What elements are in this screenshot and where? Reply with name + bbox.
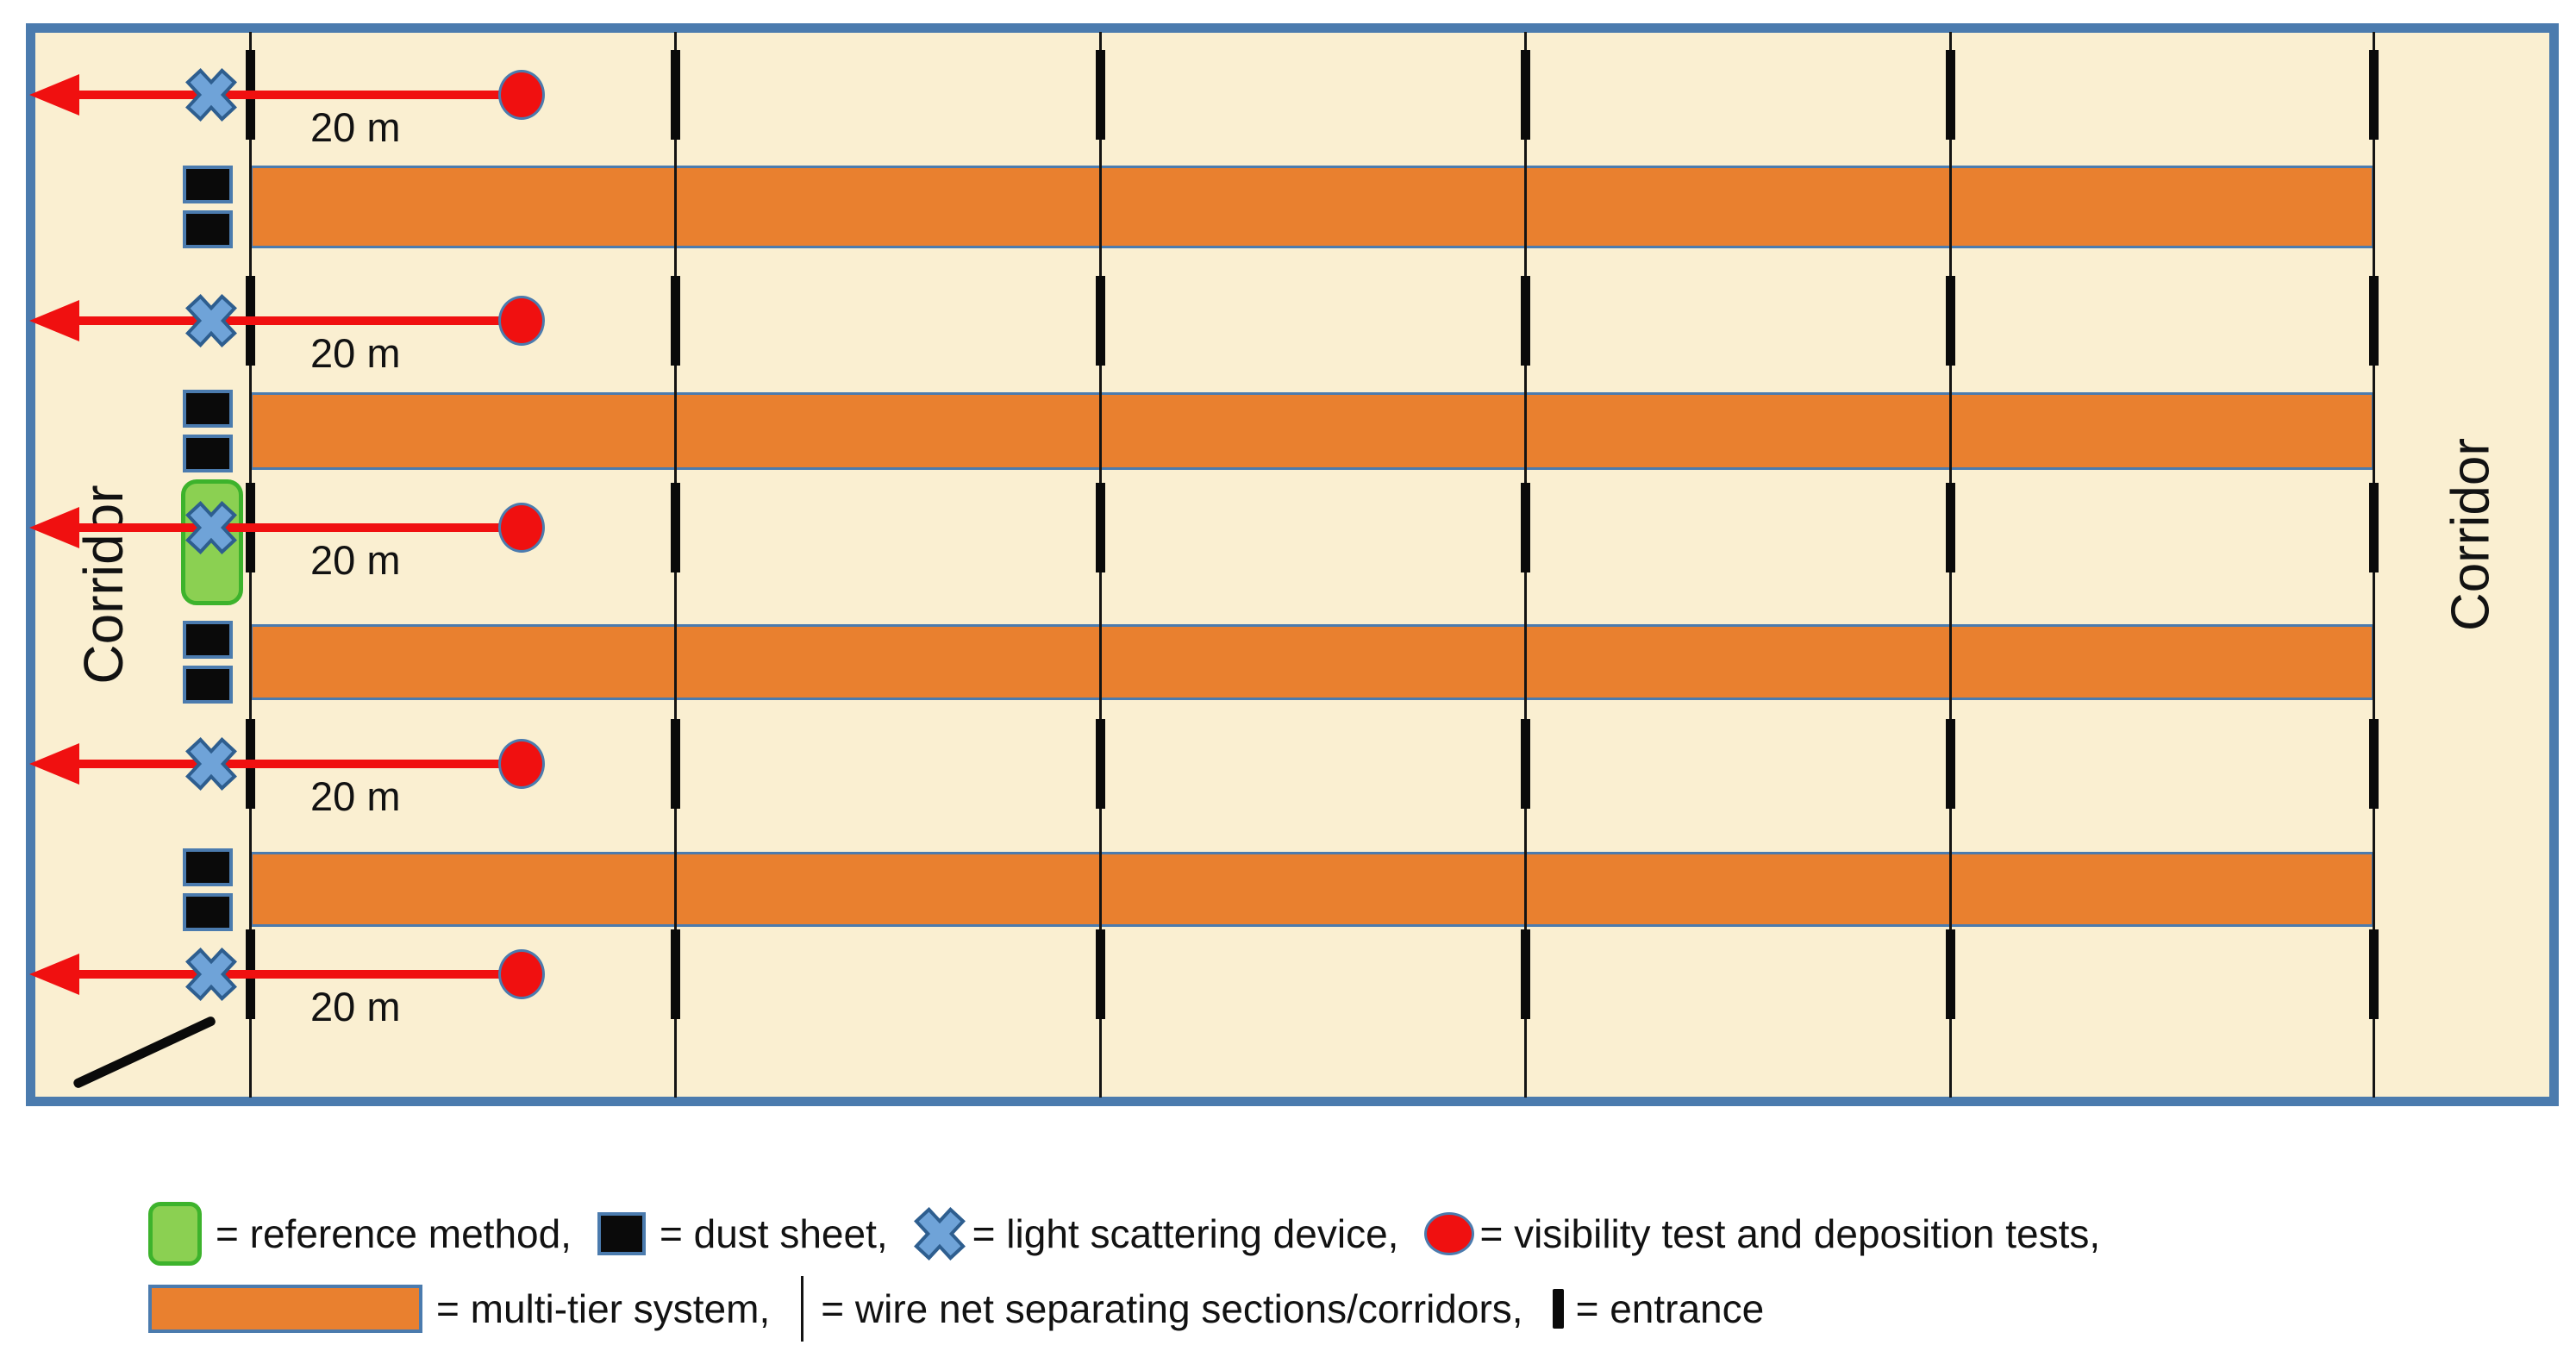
- measurement-arrow-head: [29, 300, 79, 341]
- visibility-test-marker: [498, 949, 545, 999]
- light-scattering-device-icon: [185, 294, 237, 347]
- measurement-arrow-line: [78, 91, 519, 99]
- entrance-mark: [2369, 719, 2379, 809]
- visibility-test-marker: [498, 70, 545, 120]
- dust-sheet: [183, 848, 233, 886]
- measurement-arrow-line: [78, 316, 519, 325]
- legend-row-2: = multi-tier system, = wire net separati…: [148, 1276, 2126, 1342]
- entrance-mark: [2369, 929, 2379, 1019]
- entrance-mark: [1946, 483, 1955, 572]
- visibility-test-marker: [498, 503, 545, 553]
- light-scattering-device-swatch-icon: [913, 1204, 966, 1263]
- visibility-test-swatch-icon: [1424, 1212, 1475, 1255]
- entrance-mark: [2369, 50, 2379, 140]
- entrance-mark: [671, 719, 680, 809]
- legend-label: = light scattering device,: [972, 1211, 1399, 1256]
- multi-tier-bar: [250, 392, 2374, 470]
- measurement-arrow-head: [29, 507, 79, 548]
- corridor-label-right: Corridor: [2441, 438, 2501, 631]
- corridor-label-left: Corridor: [72, 485, 134, 685]
- distance-label: 20 m: [310, 773, 401, 819]
- entrance-mark: [1096, 719, 1105, 809]
- dust-sheet-swatch-icon: [597, 1212, 646, 1255]
- distance-label: 20 m: [310, 104, 401, 150]
- entrance-mark: [1096, 483, 1105, 572]
- dust-sheet: [183, 435, 233, 472]
- measurement-arrow-head: [29, 743, 79, 785]
- entrance-swatch-icon: [1552, 1289, 1564, 1329]
- multi-tier-bar: [250, 852, 2374, 927]
- legend-label: = entrance: [1575, 1286, 1765, 1331]
- measurement-arrow-line: [78, 760, 519, 768]
- measurement-arrow-head: [29, 74, 79, 116]
- legend-row-1: = reference method, = dust sheet, = ligh…: [148, 1202, 2126, 1266]
- entrance-mark: [2369, 276, 2379, 366]
- distance-label: 20 m: [310, 537, 401, 583]
- entrance-mark: [671, 929, 680, 1019]
- multi-tier-system-swatch-icon: [148, 1285, 422, 1333]
- entrance-mark: [1521, 50, 1530, 140]
- legend-label: = multi-tier system,: [436, 1286, 771, 1331]
- entrance-mark: [671, 50, 680, 140]
- visibility-test-marker: [498, 739, 545, 789]
- entrance-mark: [1521, 483, 1530, 572]
- distance-label: 20 m: [310, 330, 401, 376]
- distance-label: 20 m: [310, 984, 401, 1029]
- dust-sheet: [183, 666, 233, 704]
- legend-label: = reference method,: [216, 1211, 572, 1256]
- dust-sheet: [183, 621, 233, 659]
- entrance-mark: [1096, 276, 1105, 366]
- light-scattering-device-icon: [185, 501, 237, 554]
- entrance-mark: [1946, 50, 1955, 140]
- dust-sheet: [183, 892, 233, 931]
- dust-sheet: [183, 166, 233, 203]
- legend-label: = wire net separating sections/corridors…: [821, 1286, 1523, 1331]
- entrance-mark: [671, 276, 680, 366]
- measurement-arrow-line: [78, 523, 519, 532]
- legend: = reference method, = dust sheet, = ligh…: [148, 1202, 2126, 1342]
- entrance-mark: [2369, 483, 2379, 572]
- entrance-mark: [1946, 719, 1955, 809]
- entrance-mark: [671, 483, 680, 572]
- legend-label: = visibility test and deposition tests,: [1479, 1211, 2101, 1256]
- visibility-test-marker: [498, 296, 545, 346]
- light-scattering-device-icon: [185, 948, 237, 1001]
- entrance-mark: [1521, 929, 1530, 1019]
- dust-sheet: [183, 210, 233, 248]
- light-scattering-device-icon: [185, 737, 237, 791]
- light-scattering-device-icon: [185, 68, 237, 122]
- entrance-mark: [1096, 929, 1105, 1019]
- multi-tier-bar: [250, 624, 2374, 700]
- multi-tier-bar: [250, 166, 2374, 248]
- entrance-mark: [1521, 719, 1530, 809]
- entrance-mark: [1096, 50, 1105, 140]
- legend-label: = dust sheet,: [659, 1211, 888, 1256]
- entrance-mark: [1946, 276, 1955, 366]
- entrance-mark: [1946, 929, 1955, 1019]
- dust-sheet: [183, 390, 233, 428]
- reference-method-swatch-icon: [148, 1202, 202, 1266]
- measurement-arrow-head: [29, 954, 79, 995]
- measurement-arrow-line: [78, 970, 519, 979]
- wire-net-swatch-icon: [801, 1276, 804, 1342]
- light-scattering-device-icon: [913, 1207, 966, 1261]
- entrance-mark: [1521, 276, 1530, 366]
